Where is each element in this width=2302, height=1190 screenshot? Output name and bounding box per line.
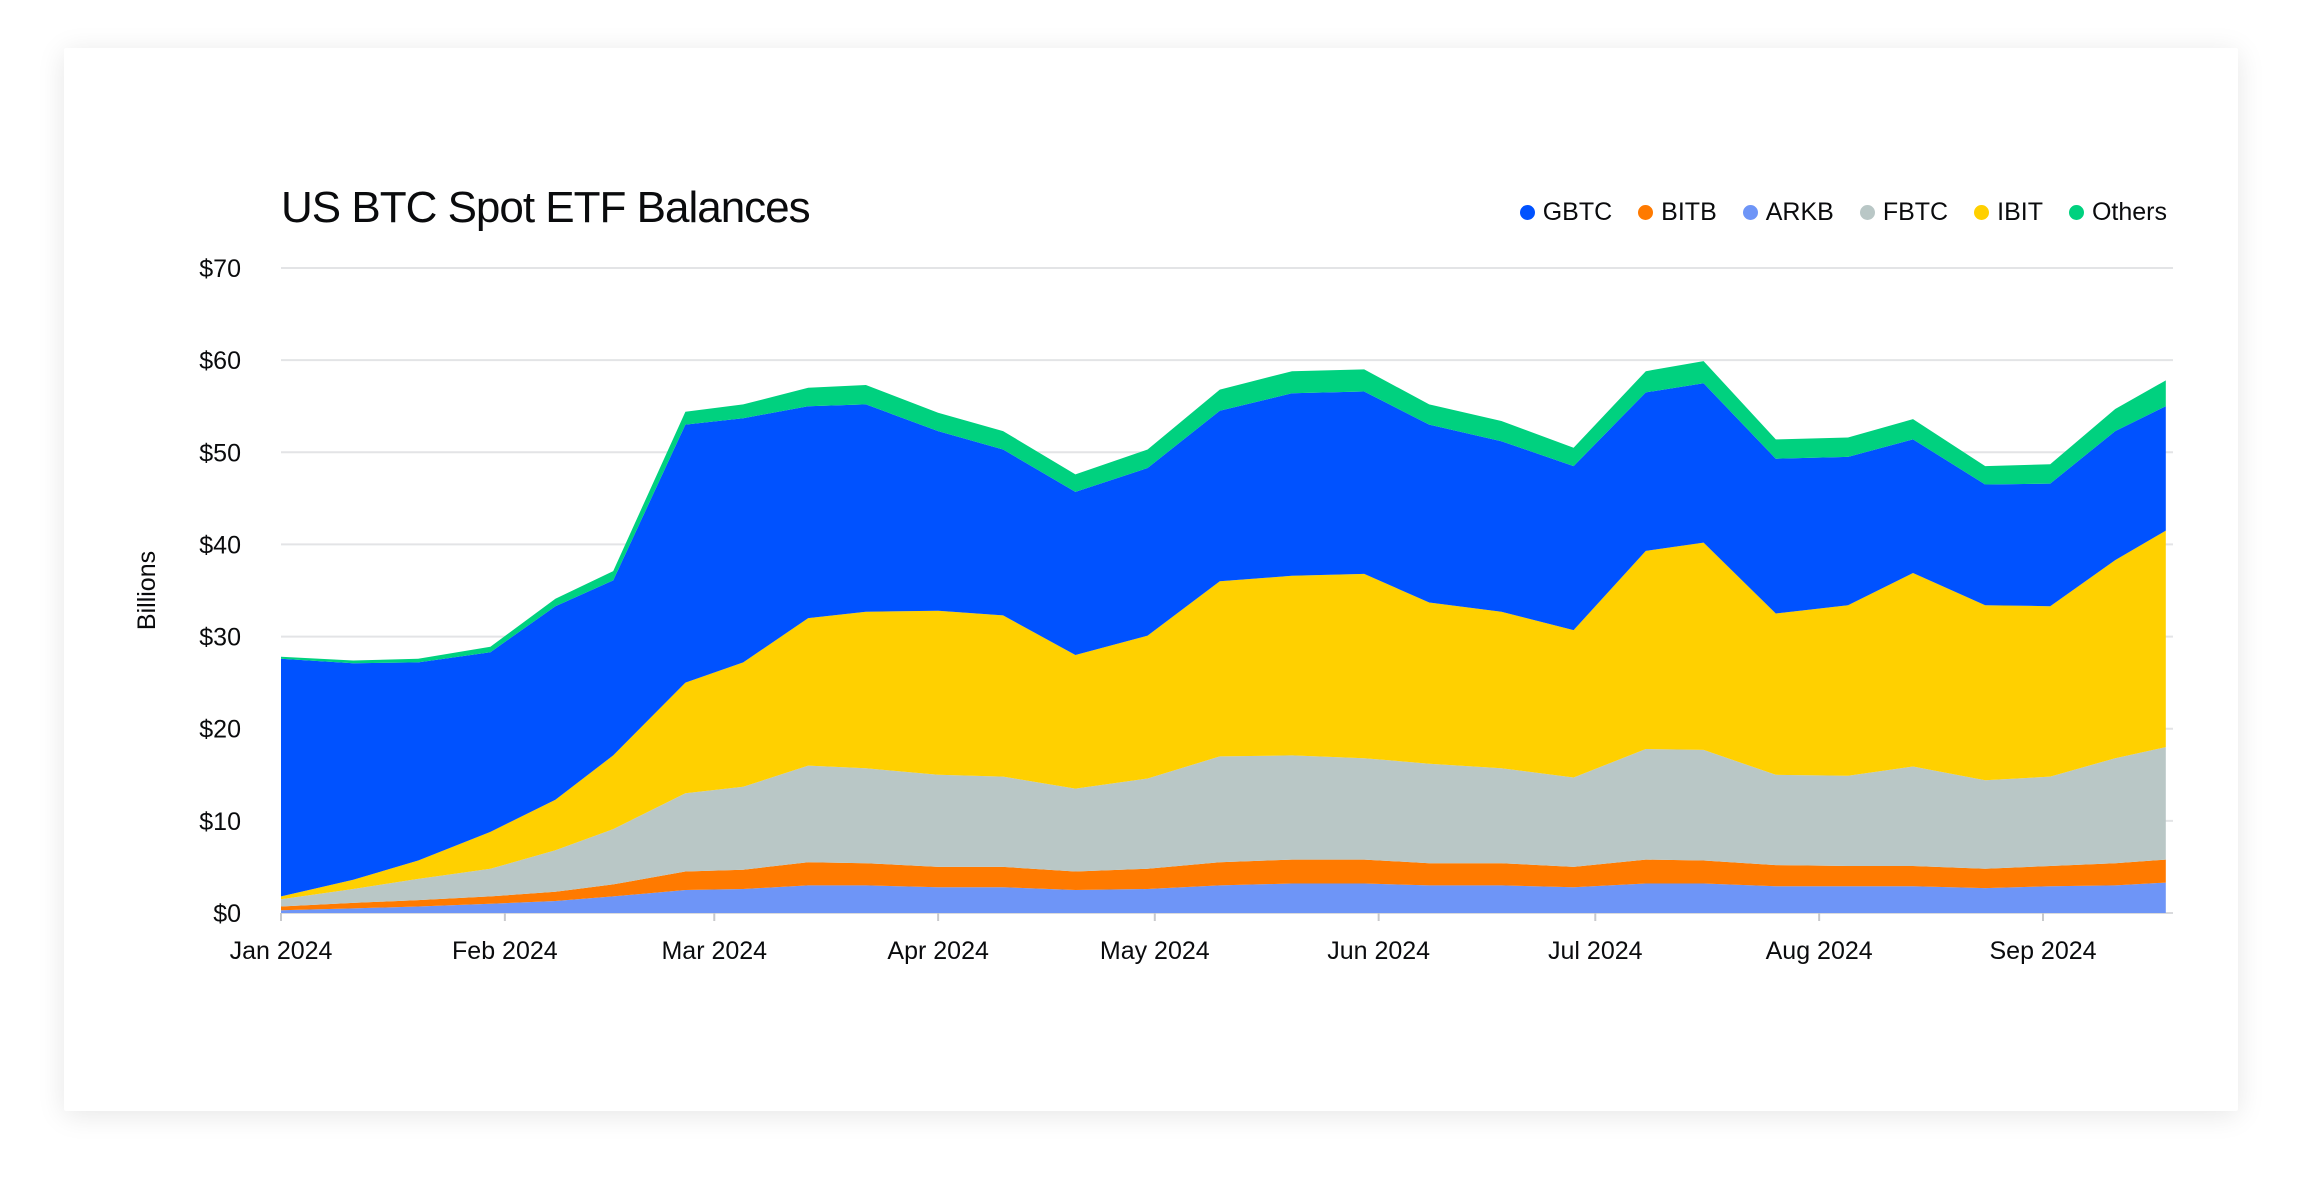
area-bitb xyxy=(281,859,2166,911)
y-tick-label: $50 xyxy=(199,439,241,467)
legend-item-ibit: IBIT xyxy=(1974,198,2043,227)
chart-title: US BTC Spot ETF Balances xyxy=(281,183,811,232)
legend-label: FBTC xyxy=(1882,198,1949,226)
legend-label: IBIT xyxy=(1997,198,2043,226)
legend-label: Others xyxy=(2091,198,2167,226)
y-tick-label: $40 xyxy=(199,531,241,559)
legend-item-arkb: ARKB xyxy=(1742,198,1834,227)
y-tick-label: $60 xyxy=(199,347,241,375)
y-tick-label: $70 xyxy=(199,255,241,283)
x-tick-label: Sep 2024 xyxy=(1989,937,2096,965)
legend-label: GBTC xyxy=(1542,198,1613,226)
x-tick-label: Jun 2024 xyxy=(1327,937,1430,965)
y-axis-title: Billions xyxy=(133,551,161,630)
legend-item-fbtc: FBTC xyxy=(1859,198,1949,227)
legend-item-others: Others xyxy=(2068,198,2167,227)
legend-swatch xyxy=(1974,205,1990,220)
legend-swatch xyxy=(1742,205,1758,220)
y-tick-label: $20 xyxy=(199,716,241,744)
x-tick-label: May 2024 xyxy=(1100,937,1210,965)
legend-item-gbtc: GBTC xyxy=(1519,198,1613,227)
y-tick-label: $30 xyxy=(199,624,241,652)
x-tick-label: Aug 2024 xyxy=(1766,937,1873,965)
legend-swatch xyxy=(1638,205,1654,220)
x-tick-label: Feb 2024 xyxy=(452,937,558,965)
area-gbtc xyxy=(281,383,2166,897)
legend-item-bitb: BITB xyxy=(1638,198,1717,227)
area-arkb xyxy=(281,882,2166,913)
legend-label: ARKB xyxy=(1765,198,1834,226)
chart-legend: GBTC BITB ARKB FBTC IBIT Others xyxy=(1519,198,2167,227)
x-tick-label: Jan 2024 xyxy=(230,937,333,965)
legend-swatch xyxy=(2068,205,2084,220)
x-tick-label: Apr 2024 xyxy=(887,937,989,965)
legend-swatch xyxy=(1859,205,1875,220)
legend-swatch xyxy=(1519,205,1535,220)
y-tick-label: $0 xyxy=(213,900,241,928)
area-ibit xyxy=(281,530,2166,900)
x-tick-label: Mar 2024 xyxy=(661,937,767,965)
area-fbtc xyxy=(281,747,2166,907)
legend-label: BITB xyxy=(1661,198,1717,226)
x-tick-label: Jul 2024 xyxy=(1548,937,1643,965)
y-tick-label: $10 xyxy=(199,808,241,836)
